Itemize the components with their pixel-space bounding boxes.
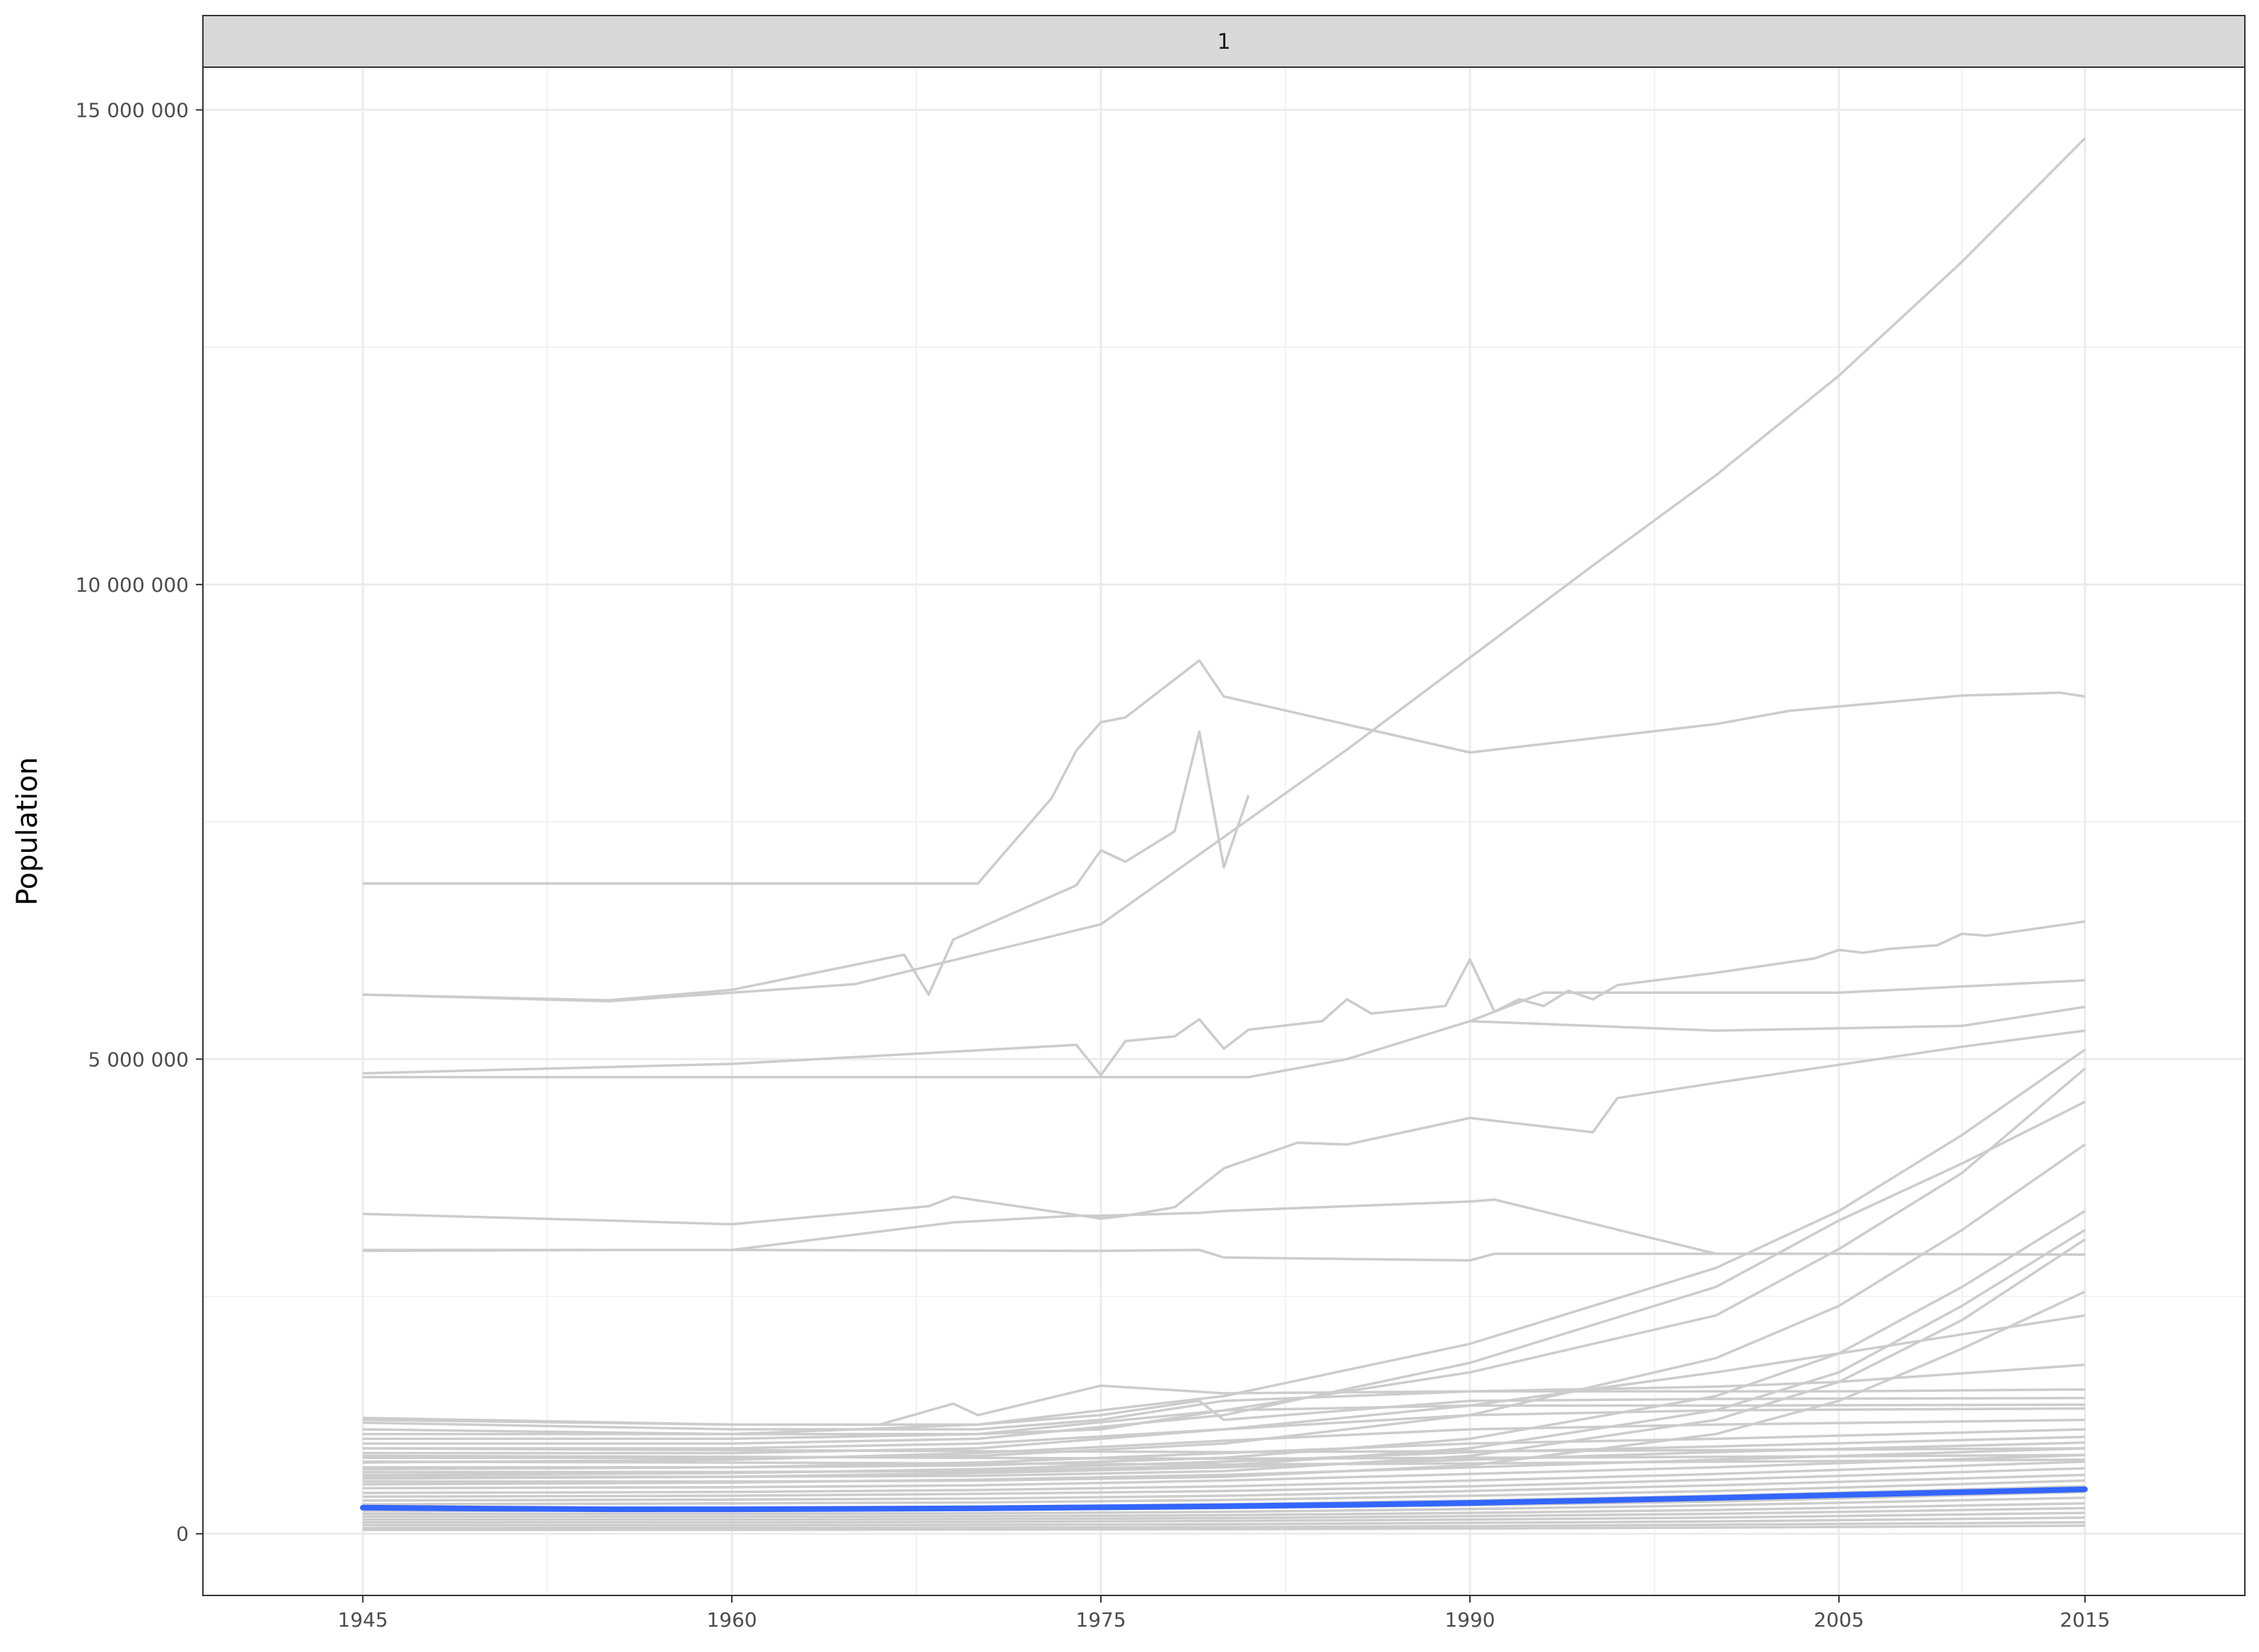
population-series-line-12 — [363, 1101, 2086, 1445]
population-series-line-3 — [363, 730, 1250, 1002]
y-axis: 0 5 000 000 10 000 000 15 000 000 — [76, 98, 203, 1546]
x-axis: 1945 1960 1975 1990 2005 2015 — [338, 1595, 2110, 1632]
population-series-line-31 — [363, 1467, 2085, 1499]
population-series-line-39 — [363, 1511, 2085, 1524]
series-layer — [363, 137, 2086, 1532]
population-series-line-32 — [363, 1473, 2085, 1502]
x-tick-label: 1945 — [338, 1608, 388, 1632]
population-series-line-5 — [363, 979, 2085, 1079]
population-series-line-43 — [363, 1447, 2085, 1453]
population-series-line-27 — [363, 1441, 2085, 1480]
y-tick-label: 10 000 000 — [76, 573, 189, 597]
y-tick-label: 5 000 000 — [88, 1048, 189, 1071]
population-series-line-24 — [363, 1418, 2085, 1464]
population-series-line-36 — [363, 1496, 2085, 1516]
population-series-line-29 — [363, 1453, 2085, 1490]
population-series-line-20 — [363, 1388, 2085, 1431]
x-tick-label: 1960 — [706, 1608, 757, 1632]
population-series-line-9 — [363, 1248, 2085, 1262]
population-series-line-19 — [363, 1363, 2085, 1427]
population-series-line-23 — [363, 1407, 2085, 1455]
population-series-line-33 — [363, 1479, 2085, 1506]
population-series-line-30 — [363, 1460, 2085, 1494]
population-series-line-41 — [363, 1521, 2085, 1530]
population-series-line-28 — [363, 1447, 2085, 1486]
population-series-line-2 — [363, 659, 2086, 885]
x-tick-label: 1990 — [1444, 1608, 1495, 1632]
x-tick-label: 2015 — [2060, 1608, 2110, 1632]
population-series-line-40 — [363, 1516, 2085, 1527]
population-series-line-42 — [363, 1524, 2085, 1532]
population-series-line-11 — [363, 1067, 2086, 1436]
facet-strip-background — [202, 15, 2246, 68]
population-series-line-6 — [1469, 1005, 2086, 1032]
panel-grid — [203, 67, 2245, 1595]
facet-strip: 1 — [202, 15, 2246, 68]
population-series-line-44 — [363, 1453, 2085, 1460]
y-tick-label: 0 — [176, 1523, 189, 1546]
population-series-line-8 — [363, 1198, 2085, 1256]
x-tick-label: 2005 — [1814, 1608, 1864, 1632]
population-series-line-26 — [363, 1435, 2085, 1477]
facet-strip-label: 1 — [1217, 30, 1230, 54]
y-axis-title: Population — [11, 757, 44, 906]
population-series-line-21 — [363, 1396, 2085, 1436]
population-series-line-38 — [363, 1506, 2085, 1521]
y-tick-label: 15 000 000 — [76, 98, 189, 122]
highlight-layer — [360, 1486, 2088, 1513]
population-series-line-7 — [363, 1029, 2086, 1226]
highlight-trend-line — [360, 1486, 2088, 1513]
population-series-line-22 — [363, 1403, 2085, 1441]
population-series-line-45 — [363, 1458, 2085, 1466]
population-series-line-1 — [363, 137, 2086, 1003]
x-tick-label: 1975 — [1075, 1608, 1126, 1632]
population-series-line-37 — [363, 1501, 2085, 1518]
